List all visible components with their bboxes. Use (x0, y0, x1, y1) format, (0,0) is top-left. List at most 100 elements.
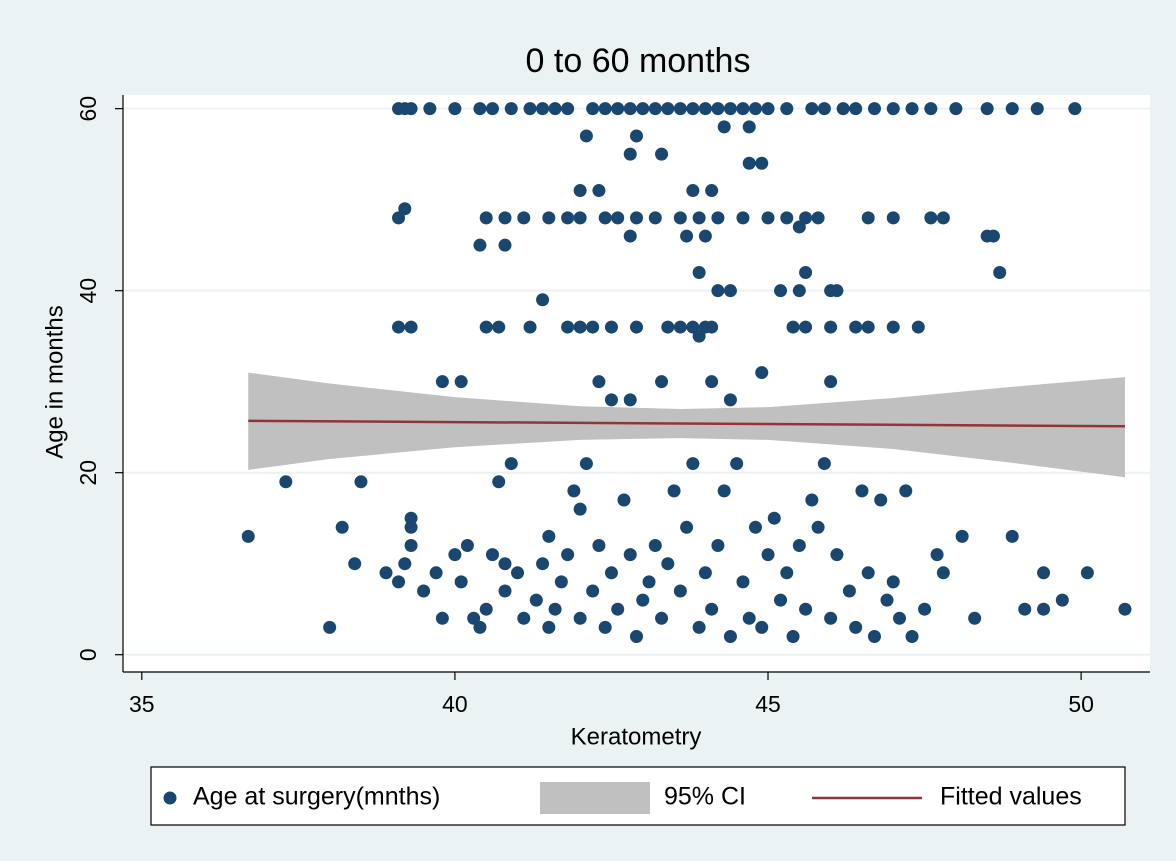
point (479, 211, 493, 225)
point (905, 630, 919, 644)
point (523, 102, 537, 116)
point (717, 120, 731, 134)
point (492, 320, 506, 334)
point (755, 620, 769, 634)
point (817, 102, 831, 116)
point (630, 129, 643, 143)
axes: 0 20 40 60 35 40 45 50 (75, 95, 1150, 717)
point (893, 611, 907, 625)
point (573, 211, 587, 225)
point (705, 320, 719, 334)
point (786, 630, 800, 644)
point (918, 602, 932, 616)
point (730, 457, 744, 471)
point (586, 102, 600, 116)
point (611, 602, 625, 616)
point (623, 229, 637, 243)
point (799, 211, 813, 225)
point (498, 211, 512, 225)
point (542, 211, 556, 225)
point (686, 320, 700, 334)
point (279, 475, 293, 489)
point (348, 557, 362, 571)
point (692, 620, 706, 634)
point (573, 611, 587, 625)
point (686, 184, 700, 198)
point (523, 320, 537, 334)
point (448, 102, 462, 116)
point (473, 102, 487, 116)
point (473, 238, 487, 252)
point (435, 611, 449, 625)
point (479, 602, 493, 616)
point (623, 548, 637, 562)
point (467, 611, 481, 625)
point (717, 484, 731, 498)
point (479, 320, 493, 334)
point (824, 611, 838, 625)
point (817, 457, 831, 471)
point (561, 102, 575, 116)
point (423, 102, 437, 116)
point (630, 630, 643, 644)
point (542, 620, 556, 634)
point (579, 129, 593, 143)
point (323, 620, 337, 634)
point (736, 575, 750, 589)
point (792, 284, 806, 298)
point (241, 529, 255, 543)
point (548, 102, 562, 116)
point (886, 575, 900, 589)
point (723, 284, 737, 298)
x-tick-label: 40 (442, 691, 468, 717)
point (755, 156, 769, 170)
point (692, 265, 706, 279)
point (642, 575, 656, 589)
point (1118, 602, 1132, 616)
point (742, 120, 756, 134)
point (435, 375, 449, 389)
point (592, 375, 606, 389)
point (485, 548, 499, 562)
point (855, 484, 869, 498)
point (824, 375, 838, 389)
point (611, 102, 625, 116)
point (936, 211, 950, 225)
point (417, 584, 431, 598)
point (874, 493, 888, 507)
point (880, 593, 894, 607)
point (780, 211, 794, 225)
point (680, 520, 694, 534)
legend-marker (163, 791, 177, 805)
point (867, 630, 881, 644)
point (811, 211, 825, 225)
point (379, 566, 393, 580)
point (767, 511, 781, 525)
chart-title: 0 to 60 months (526, 42, 751, 80)
point (611, 211, 625, 225)
legend-label: 95% CI (664, 783, 746, 811)
point (861, 566, 875, 580)
point (586, 584, 600, 598)
point (673, 584, 687, 598)
point (429, 566, 443, 580)
point (924, 102, 938, 116)
point (905, 102, 919, 116)
point (886, 320, 900, 334)
point (473, 620, 487, 634)
point (448, 548, 462, 562)
point (673, 320, 687, 334)
point (930, 548, 944, 562)
point (504, 457, 518, 471)
fit-layer (248, 419, 1125, 428)
point (673, 102, 687, 116)
point (723, 102, 737, 116)
point (648, 538, 662, 552)
point (949, 102, 963, 116)
point (849, 102, 863, 116)
fit-line (248, 419, 1125, 428)
point (655, 611, 669, 625)
point (799, 602, 813, 616)
point (636, 593, 650, 607)
point (567, 484, 581, 498)
